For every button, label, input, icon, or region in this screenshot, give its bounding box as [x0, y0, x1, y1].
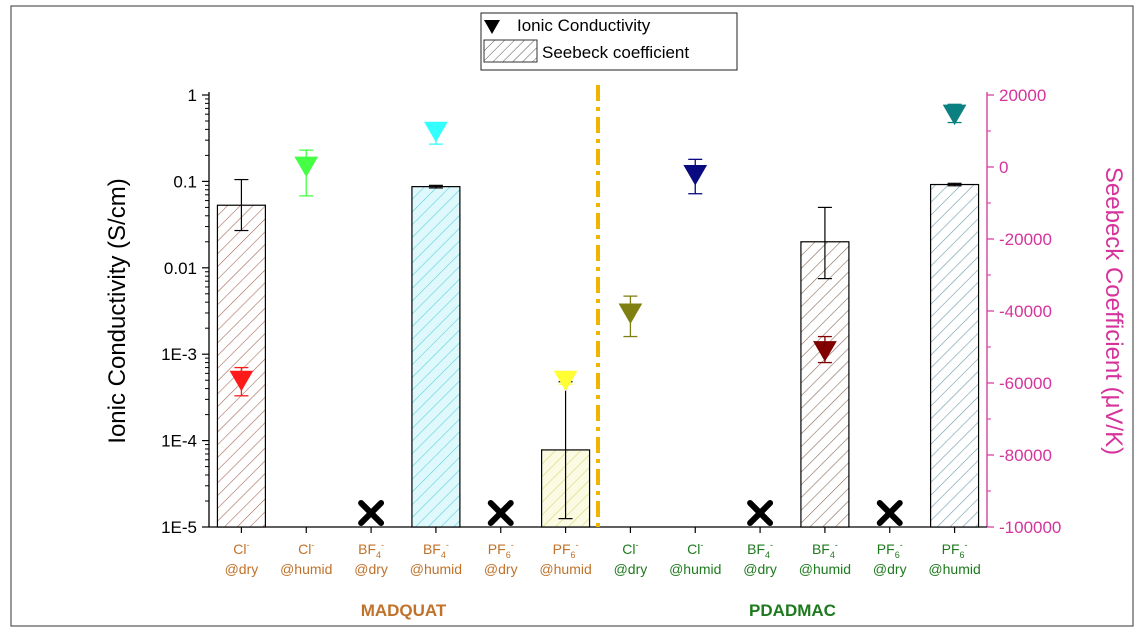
- y-tick-label-right: -100000: [999, 518, 1061, 537]
- y-tick-label-left: 1E-4: [161, 432, 197, 451]
- y-tick-label-right: -40000: [999, 302, 1052, 321]
- legend-hatch-swatch: [483, 39, 538, 63]
- legend-marker-icon: [484, 20, 500, 34]
- x-tick-label-condition: @humid: [410, 561, 462, 577]
- missing-data-cross-icon: [747, 500, 774, 526]
- marker-point: [229, 370, 254, 392]
- x-tick-label-condition: @humid: [539, 561, 591, 577]
- x-tick-label-anion: PF6-: [942, 540, 968, 560]
- x-tick-label-anion: BF4-: [423, 540, 449, 560]
- x-tick-label-condition: @dry: [354, 561, 388, 577]
- y-tick-label-left: 0.1: [173, 172, 197, 191]
- marker-point: [424, 121, 448, 143]
- x-tick-label-anion: PF6-: [877, 540, 903, 560]
- x-tick-label-anion: BF4-: [358, 540, 384, 560]
- y-axis-title-right: Seebeck Coefficient (μV/K): [1100, 167, 1127, 455]
- x-tick-label-anion: Cl-: [233, 540, 249, 557]
- x-tick-label-condition: @dry: [743, 561, 777, 577]
- y-axis-title-left: Ionic Conductivity (S/cm): [104, 178, 131, 443]
- x-tick-label-anion: BF4-: [747, 540, 773, 560]
- x-tick-label-anion: PF6-: [553, 540, 579, 560]
- missing-data-cross-icon: [487, 500, 514, 526]
- marker-point: [942, 104, 967, 126]
- legend: Ionic Conductivity Seebeck coefficient: [480, 12, 738, 71]
- marker-point: [618, 303, 643, 324]
- missing-data-cross-icon: [876, 500, 903, 526]
- y-tick-label-left: 1: [188, 86, 197, 105]
- marker-point: [294, 156, 319, 178]
- bar: [929, 183, 980, 528]
- bar: [216, 204, 267, 528]
- x-tick-label-condition: @dry: [614, 561, 648, 577]
- x-tick-label-condition: @humid: [280, 561, 332, 577]
- x-tick-label-anion: Cl-: [622, 540, 638, 557]
- x-tick-label-condition: @dry: [484, 561, 518, 577]
- marker-point: [553, 370, 578, 392]
- figure-border: [10, 5, 1134, 627]
- marker-point: [813, 341, 837, 362]
- y-tick-label-right: -60000: [999, 374, 1052, 393]
- x-tick-label-anion: PF6-: [488, 540, 514, 560]
- marker-point: [683, 165, 708, 186]
- x-tick-label-anion: Cl-: [687, 540, 703, 557]
- x-tick-label-anion: Cl-: [298, 540, 314, 557]
- group-label: PDADMAC: [749, 601, 836, 620]
- legend-label-seebeck: Seebeck coefficient: [542, 43, 689, 62]
- bar: [800, 241, 850, 528]
- y-tick-label-right: -20000: [999, 230, 1052, 249]
- x-tick-label-condition: @dry: [873, 561, 907, 577]
- y-tick-label-left: 1E-5: [161, 518, 197, 537]
- missing-data-cross-icon: [358, 500, 385, 526]
- x-tick-label-condition: @humid: [799, 561, 851, 577]
- x-tick-label-anion: BF4-: [812, 540, 838, 560]
- legend-label-ionic-conductivity: Ionic Conductivity: [517, 16, 651, 35]
- x-tick-label-condition: @dry: [225, 561, 259, 577]
- y-tick-label-right: 0: [999, 158, 1008, 177]
- group-label: MADQUAT: [361, 601, 447, 620]
- y-tick-label-right: 20000: [999, 86, 1046, 105]
- y-tick-label-left: 0.01: [164, 259, 197, 278]
- y-tick-label-left: 1E-3: [161, 345, 197, 364]
- y-tick-label-right: -80000: [999, 446, 1052, 465]
- bar: [411, 186, 461, 528]
- x-tick-label-condition: @humid: [669, 561, 721, 577]
- x-tick-label-condition: @humid: [928, 561, 980, 577]
